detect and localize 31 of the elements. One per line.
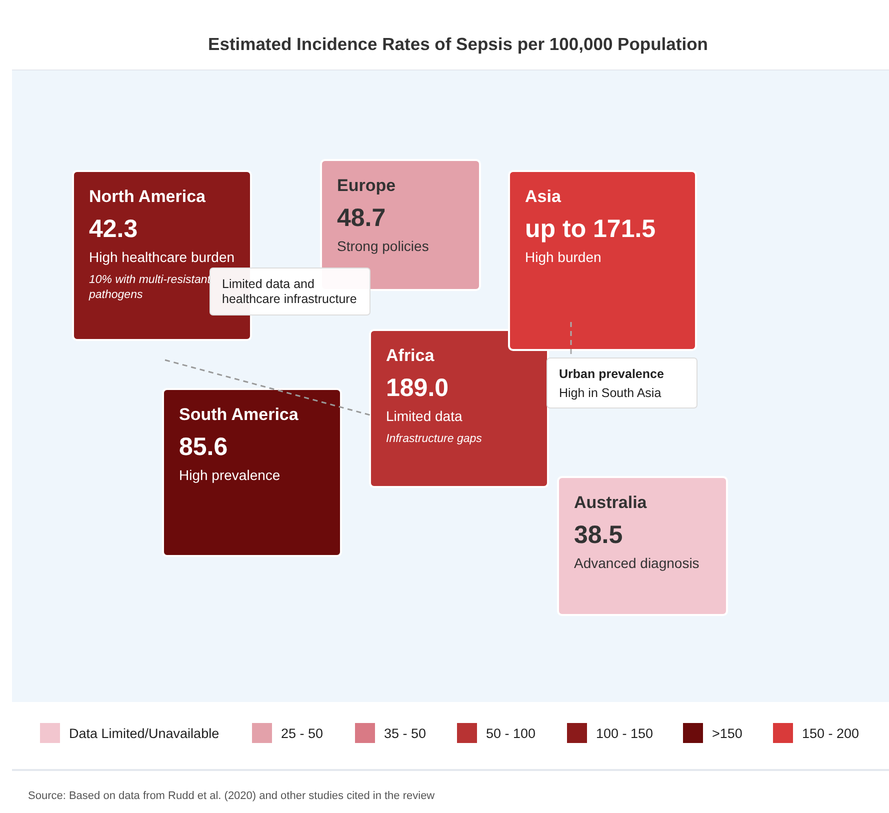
legend-label: 35 - 50 (384, 726, 426, 741)
text: High healthcare burden (89, 249, 235, 265)
text: Estimated Incidence Rates of Sepsis per 100,000 Population (208, 34, 708, 54)
data-label: 189.0 (386, 374, 449, 402)
data-label: 38.5 (574, 521, 623, 549)
data-label: 48.7 (337, 204, 386, 232)
legend-label: 150 - 200 (802, 726, 860, 741)
legend-label: 25 - 50 (281, 726, 324, 741)
legend-label: 100 - 150 (596, 726, 654, 741)
text: Limited data (386, 408, 462, 424)
text: Limited data and healthcare infrastructure (222, 277, 357, 306)
text: Urban prevalence (559, 367, 664, 381)
text: High prevalence (179, 467, 280, 483)
legend-label: Data Limited/Unavailable (69, 726, 220, 741)
text: High in South Asia (559, 386, 662, 400)
category-label: Europe (337, 176, 396, 195)
legend-label: 50 - 100 (486, 726, 536, 741)
data-label: 85.6 (179, 433, 228, 461)
category-label: Africa (386, 346, 435, 365)
source-note: Source: Based on data from Rudd et al. (2020) and other studies cited in the review (28, 790, 435, 802)
category-label: South America (179, 405, 299, 424)
text: Strong policies (337, 238, 429, 254)
legend-label: >150 (712, 726, 742, 741)
category-label: Asia (525, 187, 562, 206)
data-label: up to 171.5 (525, 215, 656, 243)
text: Infrastructure gaps (386, 433, 482, 445)
data-label: 42.3 (89, 215, 138, 243)
category-label: Australia (574, 493, 648, 512)
text: Advanced diagnosis (574, 555, 700, 571)
text: High burden (525, 249, 602, 265)
category-label: North America (89, 187, 206, 206)
